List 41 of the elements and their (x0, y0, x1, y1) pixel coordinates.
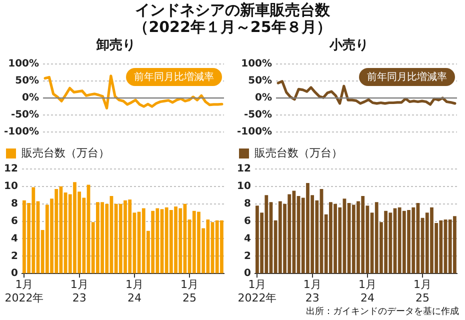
text: （2022年１月～25年８月） (132, 18, 332, 36)
y-tick-label: 0% (255, 92, 272, 104)
y-tick-label: 12 (4, 164, 18, 175)
y-tick-label: 50% (15, 76, 40, 87)
y-tick-label: -100% (4, 126, 40, 138)
y-tick-label: 50% (248, 76, 272, 87)
x-tick-label: 1月 25 (180, 278, 199, 304)
x-tick-label: 1月 24 (358, 278, 376, 304)
y-tick-label: -50% (10, 110, 40, 121)
y-tick-label: 8 (10, 198, 18, 210)
y-tick-label: 0% (22, 92, 40, 104)
x-tick-label: 1月 23 (70, 278, 88, 304)
y-tick-label: 2 (244, 250, 251, 262)
x-tick-label: 1月 2022年 (238, 278, 277, 304)
chart-title: 卸売り (95, 38, 136, 54)
x-tick-label: 1月 25 (414, 278, 432, 304)
legend-label: 販売台数（万台） (22, 146, 110, 160)
y-tick-label: 4 (244, 233, 251, 244)
y-tick-label: 6 (10, 216, 18, 227)
text: 出所：ガイキンドのデータを基に作成 (306, 306, 459, 318)
y-tick-label: -100% (236, 126, 272, 138)
y-tick-label: 0 (10, 268, 18, 280)
y-tick-label: 100% (241, 58, 272, 70)
x-tick-label: 1月 23 (303, 278, 322, 304)
y-tick-label: 100% (8, 58, 40, 70)
chart-title: 小売り (328, 38, 370, 54)
x-tick-label: 1月 2022年 (4, 278, 44, 304)
text: インドネシアの新車販売台数 (134, 0, 331, 19)
y-tick-label: 6 (244, 216, 251, 227)
y-tick-label: 10 (4, 181, 18, 192)
y-tick-label: 8 (244, 198, 251, 210)
y-tick-label: 10 (236, 181, 251, 192)
x-tick-label: 1月 24 (125, 278, 144, 304)
y-tick-label: 4 (10, 233, 18, 244)
series-label: 前年同月比増減率 (126, 68, 222, 86)
series-label: 前年同月比増減率 (359, 68, 455, 86)
y-tick-label: 2 (10, 250, 18, 262)
y-tick-label: 12 (236, 164, 251, 175)
y-tick-label: 0 (244, 268, 251, 280)
y-tick-label: -50% (244, 110, 272, 121)
legend-label: 販売台数（万台） (254, 146, 342, 160)
